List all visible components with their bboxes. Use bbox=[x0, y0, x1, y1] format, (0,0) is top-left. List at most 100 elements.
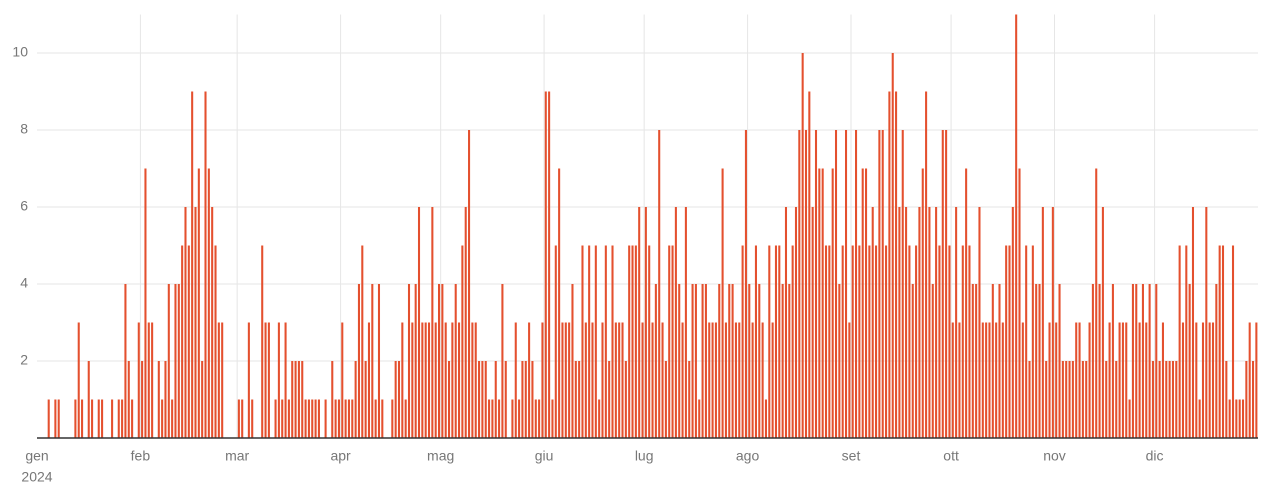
bar bbox=[651, 322, 654, 438]
bar bbox=[1075, 322, 1078, 438]
bar bbox=[851, 245, 854, 438]
bar bbox=[975, 284, 978, 438]
bar bbox=[538, 399, 541, 438]
bar bbox=[1208, 322, 1211, 438]
bar bbox=[698, 399, 701, 438]
bar bbox=[804, 130, 808, 438]
bar bbox=[674, 207, 677, 438]
bar bbox=[1111, 284, 1114, 438]
bar bbox=[1068, 361, 1071, 438]
bar bbox=[367, 322, 371, 438]
bar bbox=[788, 284, 791, 438]
bar bbox=[711, 322, 714, 438]
bar bbox=[361, 245, 364, 438]
bar bbox=[434, 322, 437, 438]
bar bbox=[87, 361, 90, 438]
bar bbox=[1045, 361, 1048, 438]
bar bbox=[704, 284, 707, 438]
bar bbox=[267, 322, 270, 438]
bar bbox=[97, 399, 100, 438]
bar bbox=[337, 399, 340, 438]
bar bbox=[1255, 322, 1258, 438]
bar bbox=[511, 399, 514, 438]
bar bbox=[591, 322, 594, 438]
bar bbox=[668, 245, 671, 438]
bar bbox=[741, 245, 744, 438]
bar bbox=[211, 207, 214, 438]
bar bbox=[1221, 245, 1225, 438]
bar bbox=[498, 399, 501, 438]
bar bbox=[1098, 284, 1101, 438]
bar bbox=[578, 361, 581, 438]
bar bbox=[167, 284, 170, 438]
bar bbox=[468, 130, 471, 438]
bar bbox=[554, 245, 557, 438]
bar bbox=[868, 245, 871, 438]
bar bbox=[1165, 361, 1168, 438]
bar bbox=[1225, 361, 1228, 438]
bar bbox=[521, 361, 524, 438]
bar bbox=[174, 284, 177, 438]
bar bbox=[1141, 284, 1144, 438]
bar bbox=[584, 322, 587, 438]
bar bbox=[1248, 322, 1251, 438]
bar bbox=[504, 361, 507, 438]
bar bbox=[284, 322, 287, 438]
bar bbox=[1175, 361, 1178, 438]
bar bbox=[221, 322, 224, 438]
bar bbox=[928, 207, 931, 438]
bar bbox=[494, 361, 497, 438]
bar bbox=[958, 322, 961, 438]
bar bbox=[1171, 361, 1174, 438]
bar bbox=[658, 130, 661, 438]
bar bbox=[1015, 14, 1018, 438]
bar bbox=[858, 245, 861, 438]
bar bbox=[501, 284, 504, 438]
bar bbox=[885, 245, 888, 438]
bar bbox=[454, 284, 457, 438]
bar bbox=[638, 207, 641, 438]
bar bbox=[614, 322, 617, 438]
bar bbox=[534, 399, 537, 438]
bar bbox=[1091, 284, 1094, 438]
bar bbox=[644, 207, 647, 438]
bar bbox=[811, 207, 814, 438]
bar bbox=[411, 322, 414, 438]
bar bbox=[374, 399, 377, 438]
bar bbox=[1205, 207, 1208, 438]
bar bbox=[427, 322, 431, 438]
bar bbox=[985, 322, 988, 438]
bar bbox=[471, 322, 474, 438]
bar bbox=[714, 322, 717, 438]
bar bbox=[354, 361, 357, 438]
bar bbox=[754, 245, 757, 438]
bar bbox=[1148, 284, 1151, 438]
bar bbox=[1235, 399, 1238, 438]
bar bbox=[1161, 322, 1164, 438]
bar bbox=[101, 399, 104, 438]
bar bbox=[331, 361, 334, 438]
bar bbox=[491, 399, 494, 438]
bar bbox=[925, 91, 928, 438]
bar bbox=[364, 361, 367, 438]
bar bbox=[908, 245, 911, 438]
bar bbox=[381, 399, 384, 438]
bar bbox=[1218, 245, 1221, 438]
bar bbox=[728, 284, 731, 438]
bar bbox=[377, 284, 381, 438]
x-tick-label: set bbox=[842, 448, 861, 464]
bar bbox=[141, 361, 144, 438]
bar bbox=[414, 284, 417, 438]
bar bbox=[661, 322, 664, 438]
bar bbox=[137, 322, 140, 438]
bar bbox=[684, 207, 687, 438]
bar bbox=[1195, 322, 1198, 438]
bar bbox=[865, 168, 868, 438]
bar bbox=[561, 322, 564, 438]
bar bbox=[1071, 361, 1074, 438]
bar bbox=[991, 284, 994, 438]
bar bbox=[581, 245, 584, 438]
bar bbox=[848, 322, 851, 438]
bar bbox=[634, 245, 637, 438]
